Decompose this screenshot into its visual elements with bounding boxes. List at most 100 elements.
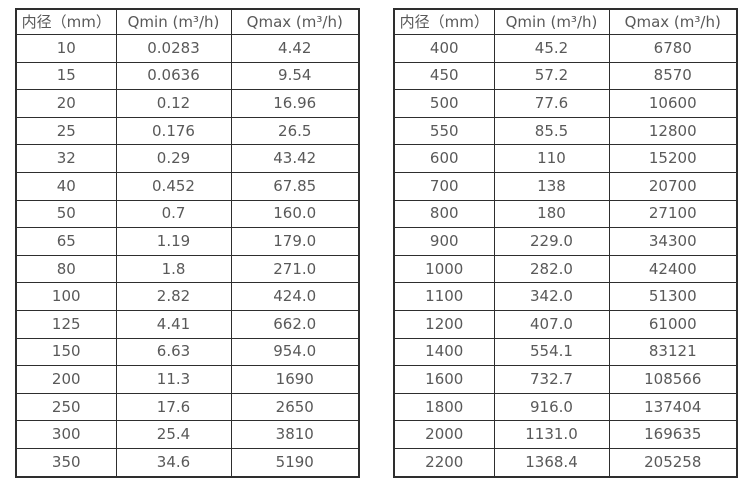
table-cell: 1.19 <box>115 227 232 256</box>
table-cell: 20700 <box>608 171 738 201</box>
table-row: 450 57.2 8570 <box>393 61 738 91</box>
table-cell: 34.6 <box>115 447 232 478</box>
table-row: 50 0.7 160.0 <box>15 199 360 229</box>
table-cell: 1600 <box>393 365 495 394</box>
table-cell: 57.2 <box>493 61 610 91</box>
table-cell: 108566 <box>608 365 738 394</box>
col-header-qmin: Qmin (m³/h) <box>493 8 610 35</box>
table-cell: 12800 <box>608 116 738 146</box>
table-cell: 27100 <box>608 199 738 229</box>
table-cell: 229.0 <box>493 227 610 256</box>
table-cell: 77.6 <box>493 89 610 118</box>
table-cell: 61000 <box>608 309 738 339</box>
table-cell: 32 <box>15 144 117 173</box>
table-cell: 271.0 <box>230 254 360 284</box>
table-cell: 17.6 <box>115 392 232 422</box>
table-row: 80 1.8 271.0 <box>15 254 360 284</box>
table-cell: 179.0 <box>230 227 360 256</box>
table-cell: 138 <box>493 171 610 201</box>
table-cell: 200 <box>15 365 117 394</box>
header-row: 内径（mm） Qmin (m³/h) Qmax (m³/h) <box>393 8 738 35</box>
table-cell: 500 <box>393 89 495 118</box>
table-cell: 16.96 <box>230 89 360 118</box>
table-cell: 2650 <box>230 392 360 422</box>
table-cell: 205258 <box>608 447 738 478</box>
table-cell: 5190 <box>230 447 360 478</box>
table-cell: 110 <box>493 144 610 173</box>
table-row: 10 0.0283 4.42 <box>15 34 360 63</box>
table-row: 200 11.3 1690 <box>15 365 360 394</box>
table-cell: 916.0 <box>493 392 610 422</box>
table-cell: 6.63 <box>115 337 232 367</box>
table-cell: 10600 <box>608 89 738 118</box>
table-cell: 3810 <box>230 420 360 449</box>
table-cell: 83121 <box>608 337 738 367</box>
table-row: 32 0.29 43.42 <box>15 144 360 173</box>
table-row: 2000 1131.0 169635 <box>393 420 738 449</box>
table-cell: 700 <box>393 171 495 201</box>
table-cell: 600 <box>393 144 495 173</box>
table-cell: 67.85 <box>230 171 360 201</box>
flow-table-small-diameters: 内径（mm） Qmin (m³/h) Qmax (m³/h) 10 0.0283 4… <box>15 8 360 478</box>
table-cell: 15 <box>15 61 117 91</box>
table-cell: 1690 <box>230 365 360 394</box>
table-cell: 85.5 <box>493 116 610 146</box>
table-cell: 0.12 <box>115 89 232 118</box>
table-cell: 34300 <box>608 227 738 256</box>
table-row: 1600 732.7 108566 <box>393 365 738 394</box>
table-cell: 282.0 <box>493 254 610 284</box>
table-row: 1800 916.0 137404 <box>393 392 738 422</box>
table-row: 800 180 27100 <box>393 199 738 229</box>
table-cell: 8570 <box>608 61 738 91</box>
table-cell: 100 <box>15 282 117 311</box>
table-cell: 15200 <box>608 144 738 173</box>
table-cell: 400 <box>393 34 495 63</box>
table-row: 150 6.63 954.0 <box>15 337 360 367</box>
table-cell: 1200 <box>393 309 495 339</box>
table-cell: 0.29 <box>115 144 232 173</box>
col-header-inner-diameter: 内径（mm） <box>393 8 495 35</box>
table-row: 600 110 15200 <box>393 144 738 173</box>
table-row: 100 2.82 424.0 <box>15 282 360 311</box>
table-cell: 407.0 <box>493 309 610 339</box>
table-cell: 662.0 <box>230 309 360 339</box>
table-cell: 4.42 <box>230 34 360 63</box>
table-cell: 65 <box>15 227 117 256</box>
table-row: 2200 1368.4 205258 <box>393 447 738 478</box>
col-header-qmin: Qmin (m³/h) <box>115 8 232 35</box>
table-cell: 0.0636 <box>115 61 232 91</box>
table-cell: 25.4 <box>115 420 232 449</box>
table-row: 400 45.2 6780 <box>393 34 738 63</box>
table-cell: 342.0 <box>493 282 610 311</box>
table-cell: 10 <box>15 34 117 63</box>
table-body-large-diameters: 400 45.2 6780 450 57.2 8570 500 77.6 10600 550 85.… <box>393 34 738 478</box>
table-cell: 900 <box>393 227 495 256</box>
table-cell: 180 <box>493 199 610 229</box>
table-cell: 800 <box>393 199 495 229</box>
table-cell: 169635 <box>608 420 738 449</box>
table-cell: 1400 <box>393 337 495 367</box>
table-cell: 450 <box>393 61 495 91</box>
table-row: 550 85.5 12800 <box>393 116 738 146</box>
table-cell: 42400 <box>608 254 738 284</box>
col-header-inner-diameter: 内径（mm） <box>15 8 117 35</box>
table-row: 25 0.176 26.5 <box>15 116 360 146</box>
table-row: 350 34.6 5190 <box>15 447 360 478</box>
table-row: 15 0.0636 9.54 <box>15 61 360 91</box>
table-cell: 424.0 <box>230 282 360 311</box>
table-cell: 1131.0 <box>493 420 610 449</box>
table-cell: 1.8 <box>115 254 232 284</box>
table-row: 1100 342.0 51300 <box>393 282 738 311</box>
table-cell: 125 <box>15 309 117 339</box>
table-cell: 160.0 <box>230 199 360 229</box>
table-cell: 43.42 <box>230 144 360 173</box>
table-cell: 1368.4 <box>493 447 610 478</box>
table-cell: 150 <box>15 337 117 367</box>
col-header-qmax: Qmax (m³/h) <box>608 8 738 35</box>
table-cell: 20 <box>15 89 117 118</box>
table-cell: 4.41 <box>115 309 232 339</box>
table-cell: 51300 <box>608 282 738 311</box>
table-row: 500 77.6 10600 <box>393 89 738 118</box>
table-cell: 50 <box>15 199 117 229</box>
table-cell: 1800 <box>393 392 495 422</box>
